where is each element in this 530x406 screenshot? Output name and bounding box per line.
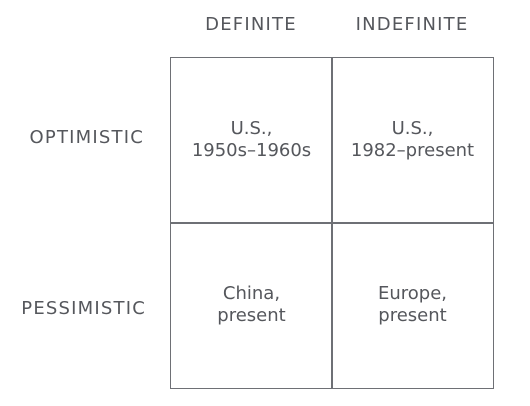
row-header-pessimistic: PESSIMISTIC bbox=[21, 298, 146, 319]
cell-optimistic-indefinite: U.S., 1982–present bbox=[332, 58, 493, 222]
cell-pessimistic-definite-text: China, present bbox=[217, 283, 286, 326]
cell-pessimistic-indefinite: Europe, present bbox=[332, 223, 493, 387]
row-header-optimistic: OPTIMISTIC bbox=[29, 127, 144, 148]
cell-optimistic-indefinite-text: U.S., 1982–present bbox=[350, 118, 475, 161]
cell-pessimistic-definite: China, present bbox=[171, 223, 332, 387]
cell-optimistic-definite: U.S., 1950s–1960s bbox=[171, 58, 332, 222]
column-header-definite: DEFINITE bbox=[205, 14, 297, 35]
column-header-indefinite: INDEFINITE bbox=[355, 14, 469, 35]
cell-optimistic-definite-text: U.S., 1950s–1960s bbox=[191, 118, 312, 161]
cell-pessimistic-indefinite-text: Europe, present bbox=[377, 283, 448, 326]
horizontal-divider bbox=[170, 222, 494, 224]
